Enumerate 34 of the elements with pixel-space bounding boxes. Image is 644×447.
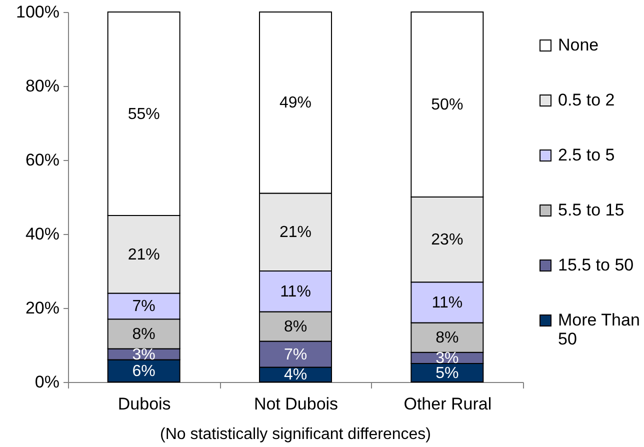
data-label: 55% xyxy=(128,106,160,123)
y-tick-label: 0% xyxy=(34,372,60,392)
data-label: 21% xyxy=(279,224,312,242)
x-tick-label: Not Dubois xyxy=(254,394,338,414)
data-label: 3% xyxy=(436,350,459,367)
data-label: 3% xyxy=(132,346,156,364)
data-label: 8% xyxy=(284,318,308,336)
data-label: 49% xyxy=(279,94,312,112)
legend-label: 15.5 to 50 xyxy=(558,256,634,274)
data-label: 8% xyxy=(132,326,156,343)
y-tick-label: 100% xyxy=(16,2,60,22)
data-label: 11% xyxy=(280,283,311,300)
legend-label: More Than 50 xyxy=(558,310,640,348)
data-label: 7% xyxy=(284,346,308,364)
text: (No statistically significant differences) xyxy=(160,426,431,443)
legend-label: 0.5 to 2 xyxy=(558,90,615,110)
data-label: 4% xyxy=(284,366,308,384)
y-tick-label: 20% xyxy=(25,298,60,318)
legend-label: 5.5 to 15 xyxy=(558,200,624,220)
data-label: 7% xyxy=(132,298,156,316)
data-label: 11% xyxy=(432,294,463,312)
x-tick-label: Dubois xyxy=(118,394,171,414)
y-tick-label: 60% xyxy=(25,150,60,170)
legend-label: 2.5 to 5 xyxy=(558,146,615,164)
y-tick-label: 40% xyxy=(25,224,60,244)
y-tick-label: 80% xyxy=(25,76,60,96)
data-label: 50% xyxy=(431,96,464,114)
legend-label: None xyxy=(558,36,599,54)
data-label: 8% xyxy=(436,330,459,347)
data-label: 5% xyxy=(436,364,459,382)
x-tick-label: Other Rural xyxy=(404,394,492,414)
data-label: 21% xyxy=(128,246,160,264)
data-label: 6% xyxy=(132,362,156,380)
data-label: 23% xyxy=(431,232,464,249)
